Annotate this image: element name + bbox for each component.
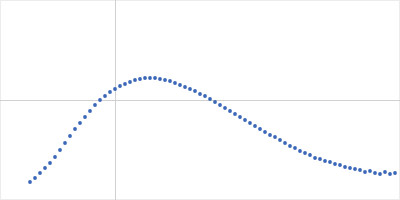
point [323, 159, 327, 163]
point [93, 103, 97, 107]
plot-frame [1, 1, 400, 200]
point [308, 153, 312, 157]
point [238, 115, 242, 119]
point [83, 115, 87, 119]
point [338, 163, 342, 167]
point [393, 171, 397, 175]
point [248, 121, 252, 125]
point [268, 133, 272, 137]
point [123, 82, 127, 86]
point [138, 77, 142, 81]
point [183, 85, 187, 89]
point [28, 180, 32, 184]
point [33, 176, 37, 180]
point [358, 168, 362, 172]
point [198, 92, 202, 96]
point [263, 130, 267, 134]
point [78, 121, 82, 125]
point [318, 157, 322, 161]
point [243, 118, 247, 122]
point [163, 78, 167, 82]
point [348, 166, 352, 170]
point [313, 156, 317, 160]
point [133, 78, 137, 82]
point [258, 127, 262, 131]
point [213, 100, 217, 104]
point [118, 84, 122, 88]
point [43, 166, 47, 170]
point [158, 77, 162, 81]
point [68, 134, 72, 138]
point [288, 144, 292, 148]
point [88, 109, 92, 113]
point [148, 76, 152, 80]
point [38, 171, 42, 175]
point [378, 172, 382, 176]
point [113, 87, 117, 91]
point [343, 165, 347, 169]
point [388, 172, 392, 176]
point [73, 127, 77, 131]
point [188, 87, 192, 91]
point [368, 169, 372, 173]
point [353, 167, 357, 171]
point [223, 106, 227, 110]
point [63, 141, 67, 145]
point [98, 98, 102, 102]
point [48, 161, 52, 165]
point [128, 80, 132, 84]
point [233, 112, 237, 116]
point [203, 94, 207, 98]
point [173, 81, 177, 85]
chart [0, 0, 400, 200]
point [273, 135, 277, 139]
point [208, 97, 212, 101]
point [58, 148, 62, 152]
point [168, 79, 172, 83]
point [333, 162, 337, 166]
point [153, 76, 157, 80]
point [278, 138, 282, 142]
points [28, 76, 397, 184]
point [383, 170, 387, 174]
point [363, 170, 367, 174]
point [303, 151, 307, 155]
point [143, 76, 147, 80]
point [193, 89, 197, 93]
point [108, 90, 112, 94]
point [218, 103, 222, 107]
point [228, 109, 232, 113]
point [293, 146, 297, 150]
point [328, 160, 332, 164]
point [283, 141, 287, 145]
grid-line [0, 100, 400, 101]
point [53, 155, 57, 159]
point [298, 149, 302, 153]
point [253, 124, 257, 128]
point [373, 171, 377, 175]
point [178, 83, 182, 87]
point [103, 94, 107, 98]
